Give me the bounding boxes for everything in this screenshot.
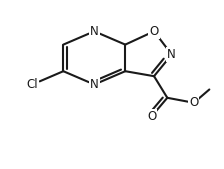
Text: O: O (147, 110, 156, 123)
Text: N: N (167, 48, 176, 61)
Text: O: O (189, 96, 198, 109)
Text: O: O (149, 25, 159, 38)
Text: N: N (90, 25, 99, 38)
Text: Cl: Cl (27, 78, 38, 91)
Text: N: N (90, 78, 99, 91)
